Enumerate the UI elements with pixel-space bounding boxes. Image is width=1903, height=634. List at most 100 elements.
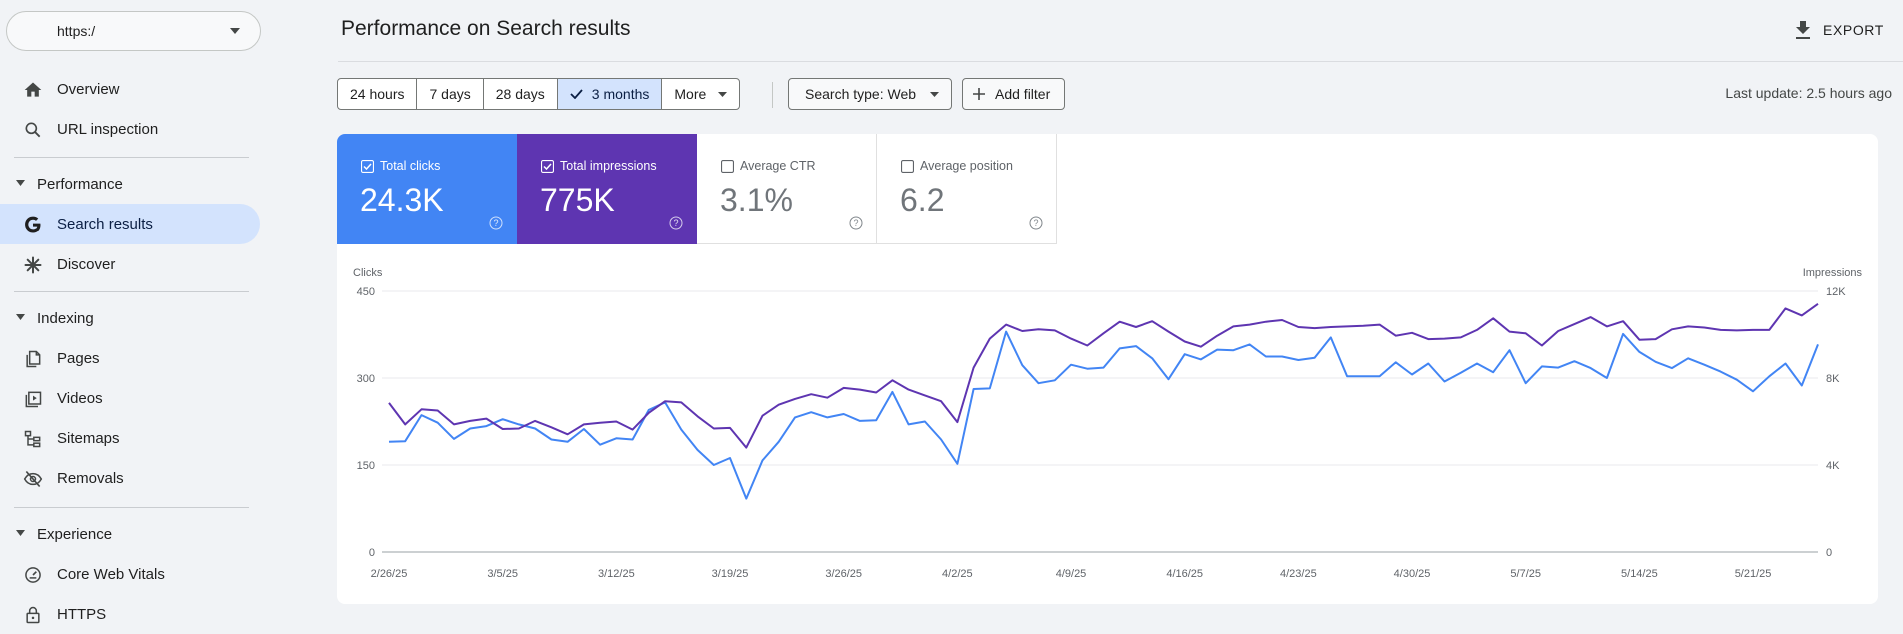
- svg-text:?: ?: [673, 218, 678, 228]
- x-tick-label: 3/12/25: [598, 568, 635, 580]
- checkbox-unchecked-icon[interactable]: [721, 160, 734, 173]
- checkbox-unchecked-icon[interactable]: [901, 160, 914, 173]
- checkbox-checked-icon[interactable]: [361, 160, 374, 173]
- section-label: Performance: [37, 175, 123, 193]
- range-label: 3 months: [591, 86, 650, 102]
- metric-label: Average CTR: [740, 159, 816, 173]
- sidebar-item-label: URL inspection: [57, 120, 159, 138]
- metric-label: Total impressions: [560, 159, 657, 173]
- help-icon[interactable]: ?: [669, 216, 683, 230]
- sidebar-item-videos[interactable]: Videos: [0, 378, 260, 418]
- video-icon: [25, 391, 42, 408]
- x-tick-label: 5/21/25: [1735, 568, 1772, 580]
- caret-down-icon: [16, 314, 25, 320]
- performance-card: Total clicks 24.3K ? Total impressions 7…: [337, 134, 1878, 604]
- search-type-label: Search type: Web: [805, 86, 917, 102]
- x-tick-label: 3/26/25: [825, 568, 862, 580]
- x-tick-label: 5/14/25: [1621, 568, 1658, 580]
- metric-label: Total clicks: [380, 159, 441, 173]
- series-line-clicks: [388, 330, 1819, 500]
- sidebar-item-label: Pages: [57, 349, 100, 367]
- range-more-dropdown[interactable]: More: [662, 79, 739, 109]
- metric-value: 3.1%: [720, 182, 793, 218]
- svg-text:?: ?: [493, 218, 498, 228]
- left-tick-label: 0: [369, 547, 375, 559]
- caret-down-icon: [718, 91, 728, 97]
- help-icon[interactable]: ?: [849, 216, 863, 230]
- caret-down-icon: [230, 28, 240, 34]
- sidebar-item-sitemaps[interactable]: Sitemaps: [0, 418, 260, 458]
- asterisk-icon: [24, 256, 42, 274]
- performance-chart[interactable]: Clicks Impressions 0 0 150 4K 300 8K 450 12K 2/26/…: [337, 134, 1878, 604]
- sidebar-item-url-inspection[interactable]: URL inspection: [0, 109, 260, 149]
- right-axis-title: Impressions: [1803, 267, 1863, 279]
- sidebar-item-label: Removals: [57, 469, 124, 487]
- lock-icon: [26, 606, 40, 624]
- help-icon[interactable]: ?: [489, 216, 503, 230]
- google-g-icon: [25, 216, 41, 233]
- caret-down-icon: [16, 180, 25, 186]
- range-label: 7 days: [429, 86, 471, 102]
- sidebar-item-core-web-vitals[interactable]: Core Web Vitals: [0, 554, 260, 594]
- export-label: EXPORT: [1823, 22, 1884, 38]
- plus-icon: [973, 88, 985, 100]
- svg-text:?: ?: [853, 218, 858, 228]
- help-icon[interactable]: ?: [1029, 216, 1043, 230]
- section-indexing-toggle[interactable]: Indexing: [0, 302, 250, 334]
- metric-average-ctr[interactable]: Average CTR 3.1% ?: [697, 134, 877, 244]
- add-filter-button[interactable]: Add filter: [962, 78, 1066, 110]
- sidebar-item-overview[interactable]: Overview: [0, 69, 260, 109]
- check-icon: [570, 89, 583, 99]
- filter-separator: [772, 82, 773, 108]
- last-update-text: Last update: 2.5 hours ago: [1725, 85, 1892, 101]
- x-tick-label: 3/19/25: [712, 568, 749, 580]
- metric-total-clicks[interactable]: Total clicks 24.3K ?: [337, 134, 517, 244]
- checkbox-checked-icon[interactable]: [541, 160, 554, 173]
- metric-average-position[interactable]: Average position 6.2 ?: [877, 134, 1057, 244]
- pages-icon: [26, 350, 41, 368]
- x-tick-label: 4/16/25: [1166, 568, 1203, 580]
- section-experience-toggle[interactable]: Experience: [0, 518, 250, 550]
- property-selector[interactable]: https:/: [6, 11, 261, 51]
- range-3-months-button[interactable]: 3 months: [557, 79, 663, 109]
- divider: [14, 507, 249, 508]
- sidebar-item-pages[interactable]: Pages: [0, 338, 260, 378]
- range-label: 28 days: [495, 86, 545, 102]
- sidebar-item-removals[interactable]: Removals: [0, 458, 260, 498]
- metric-total-impressions[interactable]: Total impressions 775K ?: [517, 134, 697, 244]
- sidebar-item-search-results[interactable]: Search results: [0, 204, 260, 244]
- sidebar-item-https[interactable]: HTTPS: [0, 594, 260, 634]
- caret-down-icon: [16, 530, 25, 536]
- x-tick-label: 4/9/25: [1056, 568, 1087, 580]
- x-tick-label: 2/26/25: [371, 568, 408, 580]
- range-label: More: [674, 86, 707, 102]
- add-filter-label: Add filter: [995, 86, 1051, 102]
- section-label: Experience: [37, 525, 113, 543]
- right-tick-label: 8K: [1826, 373, 1840, 385]
- sidebar-item-label: Search results: [57, 215, 153, 233]
- range-24-hours-button[interactable]: 24 hours: [338, 79, 418, 109]
- left-axis-title: Clicks: [353, 267, 383, 279]
- sidebar-item-label: Videos: [57, 389, 103, 407]
- left-tick-label: 150: [357, 460, 375, 472]
- export-button[interactable]: EXPORT: [1795, 16, 1884, 44]
- metric-value: 775K: [540, 182, 615, 218]
- right-tick-label: 12K: [1826, 286, 1846, 298]
- metric-label: Average position: [920, 159, 1013, 173]
- sidebar-item-discover[interactable]: Discover: [0, 244, 260, 284]
- divider: [14, 291, 249, 292]
- sidebar-item-label: HTTPS: [57, 605, 107, 623]
- section-label: Indexing: [37, 309, 94, 327]
- right-tick-label: 0: [1826, 547, 1832, 559]
- x-tick-label: 4/30/25: [1394, 568, 1431, 580]
- range-7-days-button[interactable]: 7 days: [417, 79, 484, 109]
- sidebar: https:/ Overview URL inspection Performa…: [0, 0, 262, 629]
- home-icon: [24, 82, 42, 97]
- range-28-days-button[interactable]: 28 days: [484, 79, 558, 109]
- svg-text:?: ?: [1033, 218, 1038, 228]
- search-icon: [25, 122, 41, 138]
- range-label: 24 hours: [350, 86, 405, 102]
- left-tick-label: 450: [357, 286, 375, 298]
- search-type-dropdown[interactable]: Search type: Web: [788, 78, 953, 110]
- section-performance-toggle[interactable]: Performance: [0, 168, 250, 200]
